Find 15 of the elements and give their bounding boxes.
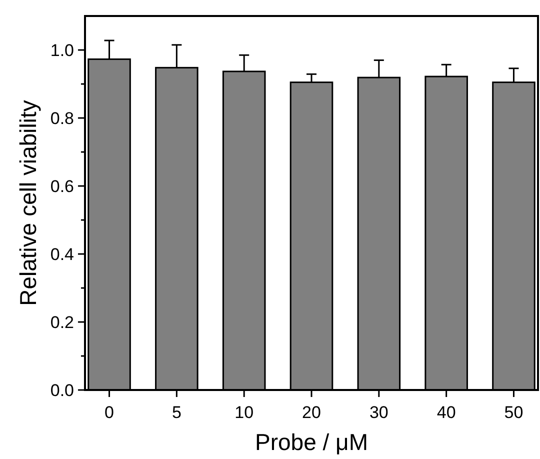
y-axis-title: Relative cell viability xyxy=(15,100,41,306)
y-tick-label: 0.2 xyxy=(50,312,74,332)
y-tick-label: 0.8 xyxy=(50,108,74,128)
y-tick-label: 0.4 xyxy=(50,244,74,264)
x-tick-label: 5 xyxy=(172,403,182,422)
y-tick-label: 0.6 xyxy=(50,176,74,196)
x-tick-label: 0 xyxy=(104,403,114,422)
x-tick-label: 30 xyxy=(369,403,388,422)
y-tick-label: 0.0 xyxy=(50,380,74,400)
y-tick-label: 1.0 xyxy=(50,40,74,60)
x-tick-label: 20 xyxy=(302,403,321,422)
x-axis-title: Probe / μM xyxy=(255,429,368,455)
x-tick-label: 50 xyxy=(504,403,524,422)
x-tick-label: 40 xyxy=(436,403,456,422)
x-tick-label: 10 xyxy=(234,403,254,422)
